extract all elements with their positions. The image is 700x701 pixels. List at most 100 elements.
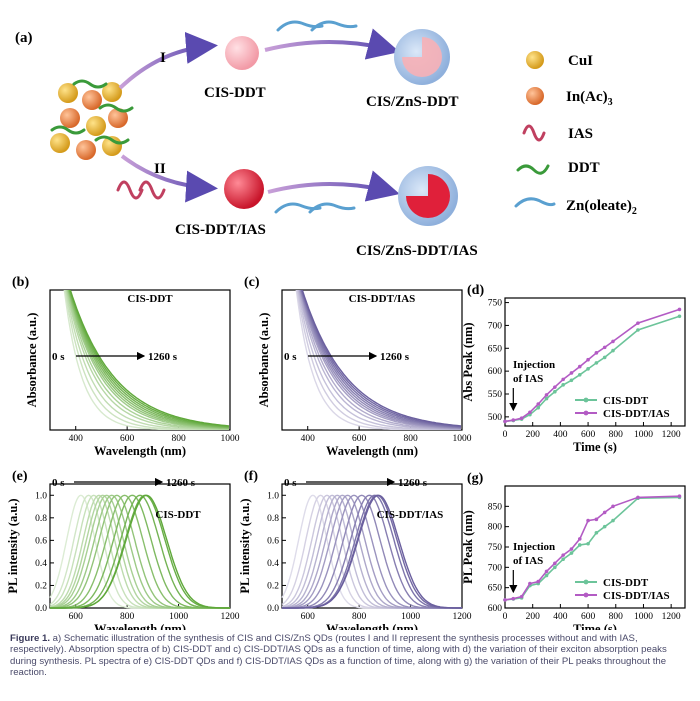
curves-group bbox=[295, 290, 462, 430]
y-tick-label: 0.4 bbox=[35, 559, 47, 569]
series-line bbox=[504, 496, 680, 601]
x-axis-label: Wavelength (nm) bbox=[94, 444, 186, 458]
y-tick-label: 700 bbox=[488, 563, 503, 573]
cis-zns-ddt-ias-label: CIS/ZnS-DDT/IAS bbox=[356, 243, 478, 259]
plot-frame bbox=[49, 289, 231, 431]
absorption-curve bbox=[301, 290, 462, 428]
figure-caption: Figure 1. a) Schematic illustration of t… bbox=[10, 633, 690, 678]
pl-curve bbox=[50, 494, 230, 609]
x-tick-label: 400 bbox=[301, 434, 316, 444]
schematic-panel: (a) I CIS-DDT bbox=[15, 20, 637, 259]
pl-curve bbox=[50, 494, 230, 609]
x-tick-label: 600 bbox=[581, 430, 596, 440]
legend-marker bbox=[583, 579, 589, 585]
x-tick-label: 1000 bbox=[401, 612, 420, 622]
data-point bbox=[677, 314, 682, 319]
pl-curve bbox=[49, 494, 230, 609]
legend-marker bbox=[583, 592, 589, 598]
data-point bbox=[561, 383, 565, 387]
y-tick-label: 0.0 bbox=[35, 604, 47, 614]
inac3-sphere bbox=[76, 140, 96, 160]
pl-curve bbox=[50, 494, 230, 609]
data-point bbox=[544, 396, 549, 401]
data-point bbox=[577, 543, 582, 547]
cis-ddt-label: CIS-DDT bbox=[204, 85, 266, 101]
panel-f-pl-cis-ddt-ias: (f) 600 800 1000 1200 Wavelength (nm) PL inten… bbox=[238, 469, 472, 630]
data-point bbox=[602, 510, 607, 515]
x-tick-label: 1200 bbox=[453, 612, 472, 622]
ddt-chain bbox=[94, 135, 130, 145]
arrow-end-label: 1260 s bbox=[398, 477, 428, 489]
curves-group bbox=[63, 290, 230, 430]
cis-zns-ddt-label: CIS/ZnS-DDT bbox=[366, 94, 459, 110]
y-tick-label: 1.0 bbox=[35, 491, 47, 501]
annotation-of-ias: of IAS bbox=[513, 373, 543, 385]
data-point bbox=[561, 553, 565, 557]
y-axis-label: PL intensity (a.u.) bbox=[6, 498, 20, 593]
inac3-sphere bbox=[108, 108, 128, 128]
x-tick-label: 800 bbox=[352, 612, 367, 622]
panel-title: CIS-DDT/IAS bbox=[349, 293, 416, 305]
y-tick-label: 500 bbox=[488, 413, 503, 423]
y-tick-label: 0.8 bbox=[35, 514, 47, 524]
zn-oleate-legend-icon bbox=[514, 197, 556, 208]
data-point bbox=[586, 518, 590, 523]
y-tick-label: 700 bbox=[488, 321, 503, 331]
legend-cui: CuI bbox=[568, 53, 593, 69]
arrow-end-label: 1260 s bbox=[148, 351, 178, 363]
pl-curve bbox=[49, 494, 230, 609]
absorption-curve bbox=[68, 290, 230, 429]
series-line bbox=[504, 315, 680, 423]
series-line bbox=[504, 495, 680, 601]
x-tick-label: 400 bbox=[69, 434, 84, 444]
x-tick-label: 400 bbox=[553, 430, 568, 440]
data-point bbox=[636, 321, 640, 325]
annotation-injection: Injection bbox=[513, 359, 555, 371]
x-axis-label: Wavelength (nm) bbox=[326, 444, 418, 458]
pl-curve bbox=[50, 494, 230, 609]
y-tick-label: 0.2 bbox=[35, 581, 47, 591]
x-tick-label: 200 bbox=[526, 612, 541, 622]
arrow-start-label: 0 s bbox=[284, 477, 297, 489]
panel-label: (d) bbox=[467, 283, 484, 298]
panel-label: (f) bbox=[244, 469, 258, 484]
x-tick-label: 200 bbox=[526, 430, 541, 440]
x-tick-label: 600 bbox=[352, 434, 367, 444]
y-axis-label: PL Peak (nm) bbox=[461, 510, 475, 584]
data-point bbox=[611, 518, 615, 523]
absorption-curve bbox=[66, 290, 230, 430]
y-tick-label: 600 bbox=[488, 367, 503, 377]
absorption-curve bbox=[69, 290, 230, 428]
data-point bbox=[553, 561, 557, 566]
absorption-curve bbox=[68, 290, 230, 428]
data-point bbox=[586, 357, 590, 362]
data-point bbox=[528, 581, 532, 586]
y-tick-label: 650 bbox=[488, 344, 503, 354]
arrow-end-label: 1260 s bbox=[166, 477, 196, 489]
y-tick-label: 0.6 bbox=[35, 536, 47, 546]
ddt-legend-icon bbox=[516, 164, 550, 175]
y-tick-label: 650 bbox=[488, 584, 503, 594]
data-point bbox=[577, 537, 582, 541]
legend-marker bbox=[583, 397, 589, 403]
data-point bbox=[519, 416, 524, 421]
plot-frame bbox=[504, 297, 686, 427]
inac3-sphere bbox=[82, 90, 102, 110]
cui-sphere bbox=[58, 83, 78, 103]
data-point bbox=[677, 307, 682, 312]
y-tick-label: 600 bbox=[488, 604, 503, 614]
cui-sphere bbox=[102, 82, 122, 102]
legend-ddt: DDT bbox=[568, 160, 600, 176]
caption-label: Figure 1. bbox=[10, 633, 50, 644]
x-tick-label: 800 bbox=[403, 434, 418, 444]
y-axis-label: Abs Peak (nm) bbox=[461, 322, 475, 401]
schematic-legend: CuI In(Ac)3 IAS DDT Zn(oleate)2 bbox=[514, 51, 637, 217]
route-ii-arrow bbox=[120, 154, 218, 203]
ddt-chain bbox=[98, 103, 134, 113]
cui-sphere bbox=[86, 116, 106, 136]
data-point bbox=[594, 517, 599, 522]
x-tick-label: 1000 bbox=[634, 430, 653, 440]
x-tick-label: 1000 bbox=[453, 434, 472, 444]
y-tick-label: 0.0 bbox=[267, 604, 279, 614]
ddt-chain bbox=[72, 79, 108, 89]
